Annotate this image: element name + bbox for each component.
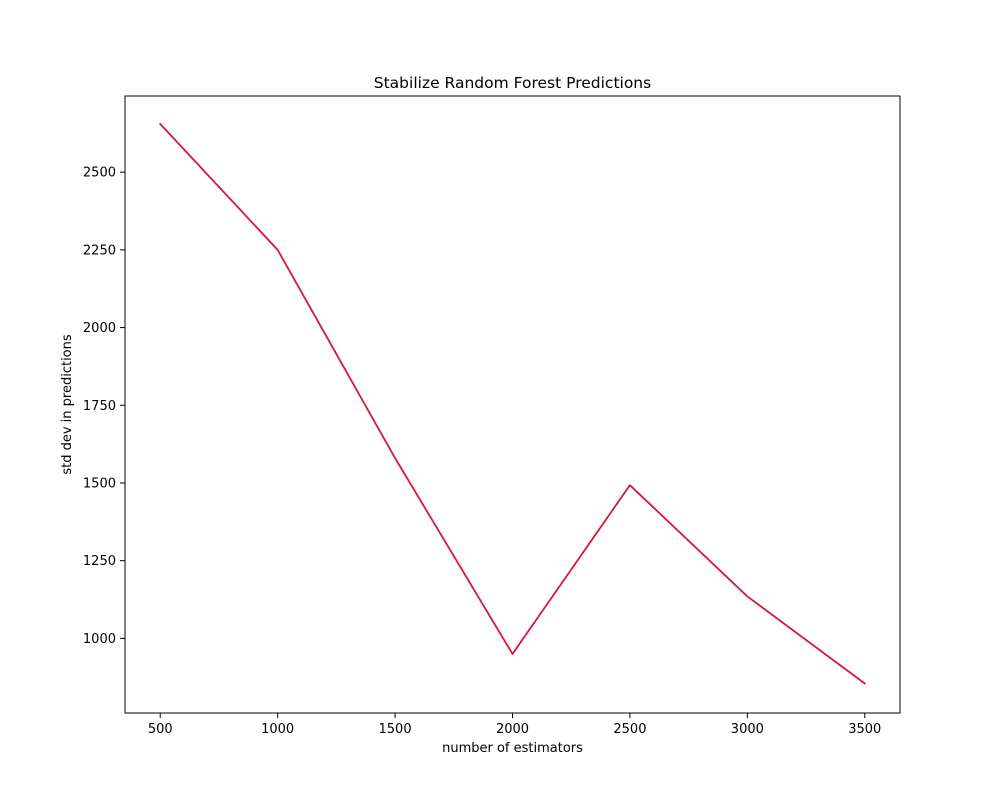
y-tick-label: 1000 <box>83 632 116 647</box>
y-tick-label: 2000 <box>83 321 116 336</box>
y-axis-label: std dev in predictions <box>60 334 75 475</box>
x-tick-label: 1500 <box>379 722 412 737</box>
x-axis-label: number of estimators <box>442 741 583 756</box>
y-tick-label: 1500 <box>83 476 116 491</box>
x-tick-label: 3500 <box>848 722 881 737</box>
y-tick-label: 2250 <box>83 243 116 258</box>
x-tick-label: 2000 <box>496 722 529 737</box>
x-axis: 500 1000 1500 2000 2500 3000 3500 <box>148 713 881 737</box>
chart-title: Stabilize Random Forest Predictions <box>374 74 651 92</box>
x-tick-label: 3000 <box>731 722 764 737</box>
plot-frame <box>124 95 901 714</box>
x-tick-label: 2500 <box>613 722 646 737</box>
x-tick-label: 500 <box>148 722 173 737</box>
y-tick-label: 2500 <box>83 166 116 181</box>
x-tick-label: 1000 <box>261 722 294 737</box>
y-axis: 1000 1250 1500 1750 2000 2250 2500 <box>83 166 125 647</box>
y-tick-label: 1750 <box>83 399 116 414</box>
y-tick-label: 1250 <box>83 554 116 569</box>
plot-series <box>158 122 867 685</box>
